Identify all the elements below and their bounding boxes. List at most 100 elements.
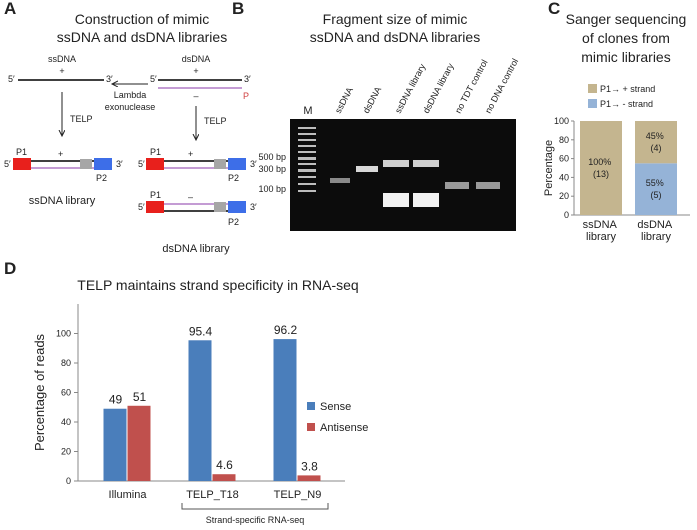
panel-title: Fragment size of mimic xyxy=(323,11,468,27)
legend-swatch xyxy=(307,402,315,410)
label: 3′ xyxy=(116,159,123,169)
bar xyxy=(212,474,236,481)
x-tick-label: ssDNA library xyxy=(583,219,620,243)
lane-label: ssDNA xyxy=(333,86,355,115)
chart-title: of clones from xyxy=(582,30,670,46)
label: dsDNA library xyxy=(162,243,230,255)
legend-label: Sense xyxy=(320,401,351,413)
chart-title: mimic libraries xyxy=(581,49,670,65)
y-tick-label: 0 xyxy=(66,476,71,486)
adapter xyxy=(146,201,164,213)
lane-label: dsDNA library xyxy=(421,61,456,115)
bar xyxy=(273,339,297,481)
legend-label: P1→ + strand xyxy=(600,84,655,94)
panel-letter: D xyxy=(4,259,16,278)
label: 5′ xyxy=(138,159,145,169)
adapter xyxy=(214,202,226,212)
panel-letter: B xyxy=(232,0,244,18)
lane-label: dsDNA xyxy=(361,85,383,115)
legend-swatch xyxy=(307,423,315,431)
value-label: 49 xyxy=(109,393,123,407)
label: P2 xyxy=(228,217,239,227)
gel-image xyxy=(290,119,516,231)
y-tick-label: 20 xyxy=(559,191,569,201)
y-tick-label: 20 xyxy=(61,447,71,457)
marker-label: 100 bp xyxy=(258,184,286,194)
bands xyxy=(330,160,500,207)
panel-a: A Construction of mimic ssDNA and dsDNA … xyxy=(4,0,257,255)
bar-segment xyxy=(580,121,622,215)
value-label: 96.2 xyxy=(274,323,298,337)
legend-swatch xyxy=(588,84,597,93)
label: P1 xyxy=(150,190,161,200)
label: P xyxy=(243,91,249,101)
panel-letter: C xyxy=(548,0,560,18)
y-tick-label: 80 xyxy=(559,135,569,145)
lane-label: M xyxy=(303,105,312,117)
marker-label: 500 bp xyxy=(258,152,286,162)
y-tick-label: 100 xyxy=(554,116,569,126)
adapter xyxy=(228,158,246,170)
label: 5′ xyxy=(138,202,145,212)
label: ssDNA xyxy=(48,54,76,64)
panel-title: ssDNA and dsDNA libraries xyxy=(310,29,480,45)
label: dsDNA xyxy=(182,54,211,64)
label: TELP xyxy=(204,116,227,126)
y-tick-label: 40 xyxy=(559,172,569,182)
label: P2 xyxy=(228,173,239,183)
bar xyxy=(103,408,127,481)
value-label: 95.4 xyxy=(189,324,213,338)
y-axis-label: Percentage of reads xyxy=(32,333,47,451)
x-tick-label: TELP_N9 xyxy=(274,489,322,501)
x-tick-label: TELP_T18 xyxy=(186,489,239,501)
label: + xyxy=(59,66,64,76)
label: exonuclease xyxy=(105,102,156,112)
label: P1 xyxy=(150,147,161,157)
label: 5′ xyxy=(8,74,15,84)
label: + xyxy=(58,149,63,159)
panel-b: B Fragment size of mimic ssDNA and dsDNA… xyxy=(232,0,520,231)
charts: C Sanger sequencing of clones from mimic li… xyxy=(4,0,690,525)
marker-label: 300 bp xyxy=(258,164,286,174)
value-label: 4.6 xyxy=(216,458,233,472)
label: 5′ xyxy=(4,159,11,169)
y-tick-label: 100 xyxy=(56,329,71,339)
adapter xyxy=(80,159,92,169)
legend-swatch xyxy=(588,99,597,108)
bracket xyxy=(181,503,329,510)
label: 5′ xyxy=(150,74,157,84)
label: – xyxy=(193,91,198,101)
annotation: Strand-specific RNA-seq xyxy=(206,515,305,525)
value-label: 55% (5) xyxy=(646,178,667,200)
bar xyxy=(188,340,212,481)
label: 3′ xyxy=(244,74,251,84)
label: 3′ xyxy=(106,74,113,84)
panel-title: ssDNA and dsDNA libraries xyxy=(57,29,227,45)
value-label: 45% (4) xyxy=(646,131,667,153)
chart-title: Sanger sequencing xyxy=(566,11,687,27)
adapter xyxy=(146,158,164,170)
legend-label: P1→ - strand xyxy=(600,99,653,109)
label: P2 xyxy=(96,173,107,183)
adapter xyxy=(228,201,246,213)
bar-segment xyxy=(635,121,677,164)
ladder xyxy=(298,127,316,192)
value-label: 100% (13) xyxy=(588,157,614,179)
value-label: 51 xyxy=(133,390,147,404)
x-tick-label: Illumina xyxy=(109,489,148,501)
label: Lambda xyxy=(114,90,147,100)
lane-label: no DNA control xyxy=(483,57,520,115)
legend-label: Antisense xyxy=(320,422,368,434)
label: + xyxy=(193,66,198,76)
panel-title: Construction of mimic xyxy=(75,11,210,27)
x-tick-label: dsDNA library xyxy=(637,219,674,243)
chart-title: TELP maintains strand specificity in RNA… xyxy=(77,277,358,293)
panel-letter: A xyxy=(4,0,16,18)
y-axis-label: Percentage xyxy=(543,140,555,196)
y-tick-label: 80 xyxy=(61,358,71,368)
label: 3′ xyxy=(250,202,257,212)
y-tick-label: 0 xyxy=(564,210,569,220)
label: – xyxy=(188,192,193,202)
bar xyxy=(297,475,321,481)
